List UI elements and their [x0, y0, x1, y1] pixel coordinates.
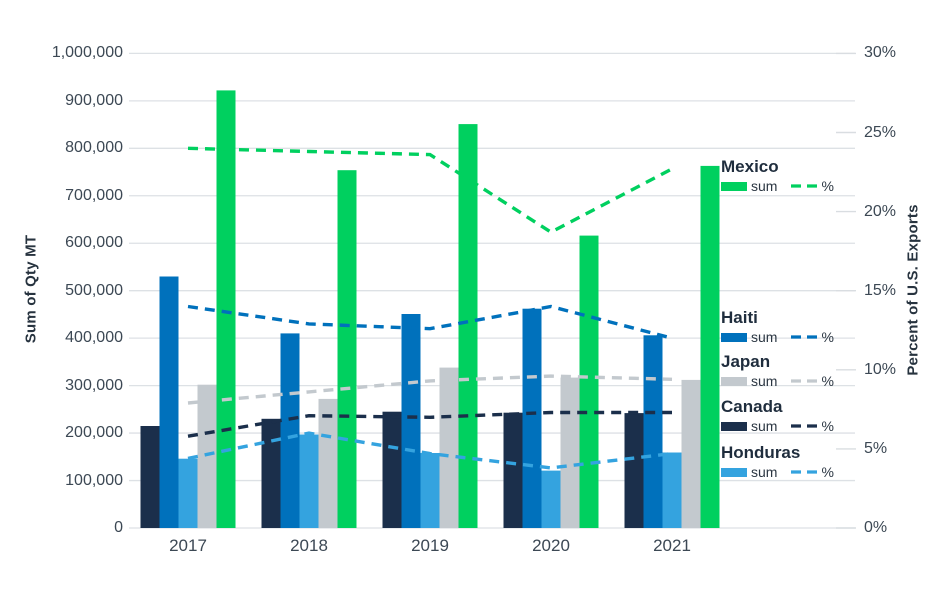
legend-sum-label: sum	[751, 178, 778, 194]
x-axis-label-2019: 2019	[411, 536, 449, 555]
legend-series-name: Canada	[721, 397, 783, 416]
line-honduras-pct	[187, 431, 673, 470]
legend-sum-label: sum	[751, 418, 778, 434]
line-canada-pct	[187, 410, 672, 438]
legend-entry-mexico: Mexico sum%	[721, 157, 856, 193]
bar-honduras-2021	[662, 452, 682, 528]
legend-key-row: sum%	[721, 179, 856, 193]
bar-mexico-2018	[337, 170, 357, 528]
legend-key-row: sum%	[721, 374, 856, 388]
bar-honduras-2020	[541, 470, 561, 528]
bar-honduras-2018	[299, 434, 319, 528]
x-axis-label-2021: 2021	[653, 536, 691, 555]
legend-key-row: sum%	[721, 419, 856, 433]
legend-sum-label: sum	[751, 373, 778, 389]
y-left-tick-label: 100,000	[65, 471, 123, 489]
bar-japan-2021	[681, 379, 701, 528]
bar-mexico-2019	[458, 124, 478, 528]
y-right-tick-label: 20%	[864, 202, 897, 220]
line-japan-pct	[187, 374, 673, 405]
legend-sum-swatch	[721, 467, 747, 477]
bar-canada-2018	[261, 418, 281, 528]
y-left-tick-label: 700,000	[65, 186, 123, 204]
bar-japan-2017	[197, 384, 217, 528]
bar-japan-2018	[318, 398, 338, 528]
legend-series-name: Honduras	[721, 443, 801, 462]
bar-haiti-2019	[401, 314, 421, 528]
bar-haiti-2020	[522, 308, 542, 528]
y-left-tick-label: 0	[114, 519, 123, 536]
bar-canada-2020	[503, 412, 523, 528]
y-axis-title-right: Percent of U.S. Exports	[904, 204, 922, 376]
x-axis-label-2020: 2020	[532, 536, 570, 555]
legend-pct-label: %	[821, 329, 834, 345]
y-right-tick-label: 15%	[864, 281, 897, 299]
legend-sum-swatch	[721, 332, 747, 342]
y-right-tick-label: 0%	[864, 519, 888, 536]
y-left-tick-label: 400,000	[65, 329, 123, 347]
legend-series-name: Japan	[721, 352, 771, 371]
legend-sum-swatch	[721, 181, 747, 191]
y-left-tick-label: 200,000	[65, 424, 123, 442]
bar-mexico-2021	[700, 165, 720, 528]
y-right-tick-label: 5%	[864, 439, 888, 457]
bar-haiti-2021	[643, 335, 663, 528]
y-left-tick-label: 900,000	[65, 91, 123, 109]
x-axis-label-2017: 2017	[169, 536, 207, 555]
line-haiti-pct	[187, 304, 673, 340]
legend-pct-dash-swatch	[791, 184, 822, 188]
y-right-tick-label: 25%	[864, 123, 897, 141]
legend-sum-swatch	[721, 421, 747, 431]
y-right-tick-label: 30%	[864, 44, 897, 62]
y-left-tick-label: 600,000	[65, 234, 123, 252]
y-left-tick-label: 300,000	[65, 376, 123, 394]
legend-pct-label: %	[821, 418, 834, 434]
bar-haiti-2018	[280, 333, 300, 528]
legend-pct-dash-swatch	[791, 335, 822, 339]
legend-sum-label: sum	[751, 464, 778, 480]
legend-entry-japan: Japan sum%	[721, 352, 856, 388]
bar-japan-2019	[439, 367, 459, 528]
bar-haiti-2017	[159, 276, 179, 528]
legend-key-row: sum%	[721, 465, 856, 479]
bar-mexico-2020	[579, 235, 599, 528]
legend-pct-label: %	[821, 178, 834, 194]
y-left-tick-label: 800,000	[65, 139, 123, 157]
bar-canada-2017	[140, 426, 160, 528]
legend-pct-label: %	[821, 464, 834, 480]
legend-pct-dash-swatch	[791, 470, 822, 474]
legend-key-row: sum%	[721, 330, 856, 344]
y-right-tick-label: 10%	[864, 360, 897, 378]
legend-entry-honduras: Honduras sum%	[721, 443, 856, 479]
bar-canada-2019	[382, 411, 402, 528]
legend-pct-dash-swatch	[791, 424, 822, 428]
x-axis-label-2018: 2018	[290, 536, 328, 555]
bar-mexico-2017	[216, 90, 236, 529]
y-left-tick-label: 1,000,000	[51, 44, 123, 62]
legend-series-name: Mexico	[721, 157, 779, 176]
legend-entry-canada: Canada sum%	[721, 397, 856, 433]
y-left-tick-label: 500,000	[65, 281, 123, 299]
legend-entry-haiti: Haiti sum%	[721, 308, 856, 344]
bar-honduras-2017	[178, 458, 198, 528]
line-mexico-pct	[187, 146, 673, 235]
bar-japan-2020	[560, 377, 580, 528]
bar-honduras-2019	[420, 453, 440, 528]
legend-pct-dash-swatch	[791, 379, 822, 383]
legend-sum-label: sum	[751, 329, 778, 345]
legend-sum-swatch	[721, 376, 747, 386]
legend-series-name: Haiti	[721, 308, 758, 327]
legend-pct-label: %	[821, 373, 834, 389]
bar-canada-2021	[624, 413, 644, 528]
